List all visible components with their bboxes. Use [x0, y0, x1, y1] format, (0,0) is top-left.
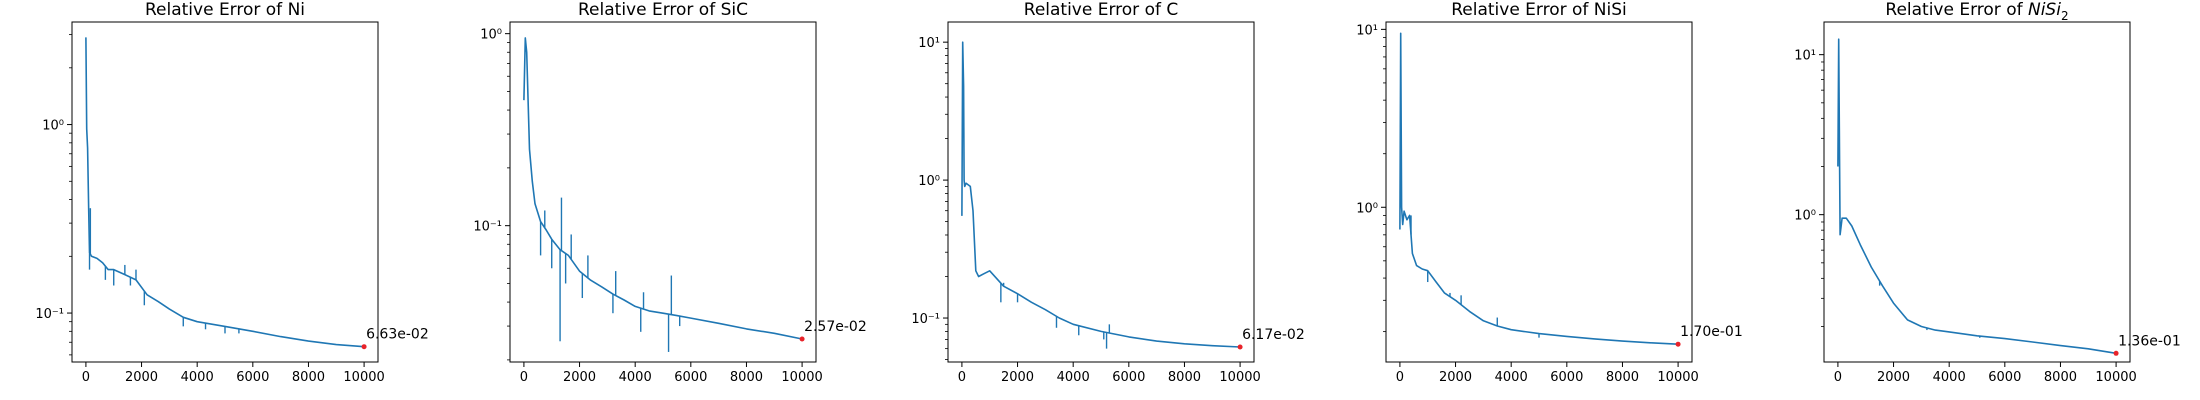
chart-title: Relative Error of NiSi [1451, 0, 1627, 20]
subplot-5: Relative Error of NiSi2 1.36e-01 0 2000 4000… [1794, 0, 2181, 385]
y-tick-label: 10¹ [1356, 23, 1378, 38]
x-tick-label: 6000 [236, 370, 269, 385]
x-tick-label: 8000 [730, 370, 763, 385]
chart-title-text: Relative Error of [1885, 0, 2028, 20]
x-tick-label: 2000 [1877, 370, 1910, 385]
x-tick-label: 2000 [563, 370, 596, 385]
axes-frame [1823, 21, 2131, 363]
final-point-marker [799, 336, 805, 342]
y-tick-label: 10⁻¹ [35, 307, 64, 322]
chart-title: Relative Error of NiSi2 [1885, 0, 2068, 23]
axes-frame [509, 21, 817, 363]
y-tick-label: 10⁻¹ [473, 220, 502, 235]
y-tick-label: 10¹ [918, 36, 940, 51]
x-tick-label: 8000 [2044, 370, 2077, 385]
subplot-4: Relative Error of NiSi 1.70e-01 0 2000 4000 6… [1356, 0, 1743, 385]
x-tick-label: 6000 [1988, 370, 2021, 385]
x-tick-label: 0 [1834, 370, 1842, 385]
chart-title-subscript: 2 [2061, 9, 2069, 23]
subplot-2: Relative Error of SiC 2.57e-02 0 2000 4000 60… [473, 0, 866, 385]
x-tick-label: 0 [520, 370, 528, 385]
axes-frame [947, 21, 1255, 363]
axes-frame [1385, 21, 1693, 363]
y-tick-label: 10⁰ [42, 119, 64, 134]
series-line [523, 37, 803, 340]
x-tick-label: 2000 [1001, 370, 1034, 385]
y-tick-label: 10⁰ [1356, 201, 1378, 216]
x-tick-label: 0 [1396, 370, 1404, 385]
series-line [961, 41, 1241, 348]
y-tick-label: 10⁻¹ [911, 312, 940, 327]
series-line [1837, 38, 2117, 355]
final-point-marker [361, 344, 367, 350]
final-value-label: 1.70e-01 [1680, 324, 1743, 340]
subplot-1: Relative Error of Ni 6.63e-02 0 2000 4000 600… [35, 0, 428, 385]
series-line [1399, 32, 1679, 345]
chart-title: Relative Error of Ni [145, 0, 305, 20]
final-value-label: 1.36e-01 [2118, 333, 2181, 349]
x-tick-label: 4000 [619, 370, 652, 385]
subplot-3: Relative Error of C 6.17e-02 0 2000 4000 6000… [911, 0, 1304, 385]
x-tick-label: 4000 [1933, 370, 1966, 385]
x-tick-label: 8000 [292, 370, 325, 385]
x-tick-label: 2000 [125, 370, 158, 385]
final-value-label: 6.17e-02 [1242, 327, 1305, 343]
x-tick-label: 10000 [1657, 370, 1698, 385]
x-tick-label: 8000 [1168, 370, 1201, 385]
x-tick-label: 2000 [1439, 370, 1472, 385]
x-tick-label: 4000 [1495, 370, 1528, 385]
x-tick-label: 6000 [674, 370, 707, 385]
x-tick-label: 0 [82, 370, 90, 385]
final-value-label: 2.57e-02 [804, 319, 867, 335]
chart-title: Relative Error of SiC [578, 0, 748, 20]
series-line [85, 37, 365, 348]
x-tick-label: 0 [958, 370, 966, 385]
final-point-marker [1237, 344, 1243, 350]
x-tick-label: 4000 [181, 370, 214, 385]
final-point-marker [2113, 350, 2119, 356]
x-tick-label: 4000 [1057, 370, 1090, 385]
y-tick-label: 10¹ [1794, 49, 1816, 64]
x-tick-label: 10000 [781, 370, 822, 385]
x-tick-label: 10000 [343, 370, 384, 385]
x-tick-label: 8000 [1606, 370, 1639, 385]
final-value-label: 6.63e-02 [366, 327, 429, 343]
y-tick-label: 10⁰ [1794, 209, 1816, 224]
x-tick-label: 10000 [2095, 370, 2136, 385]
x-tick-label: 10000 [1219, 370, 1260, 385]
final-point-marker [1675, 341, 1681, 347]
x-tick-label: 6000 [1550, 370, 1583, 385]
y-tick-label: 10⁰ [918, 174, 940, 189]
chart-title: Relative Error of C [1024, 0, 1178, 20]
y-tick-label: 10⁰ [480, 28, 502, 43]
x-tick-label: 6000 [1112, 370, 1145, 385]
axes-frame [71, 21, 379, 363]
chart-title-formula: NiSi [2028, 0, 2061, 20]
